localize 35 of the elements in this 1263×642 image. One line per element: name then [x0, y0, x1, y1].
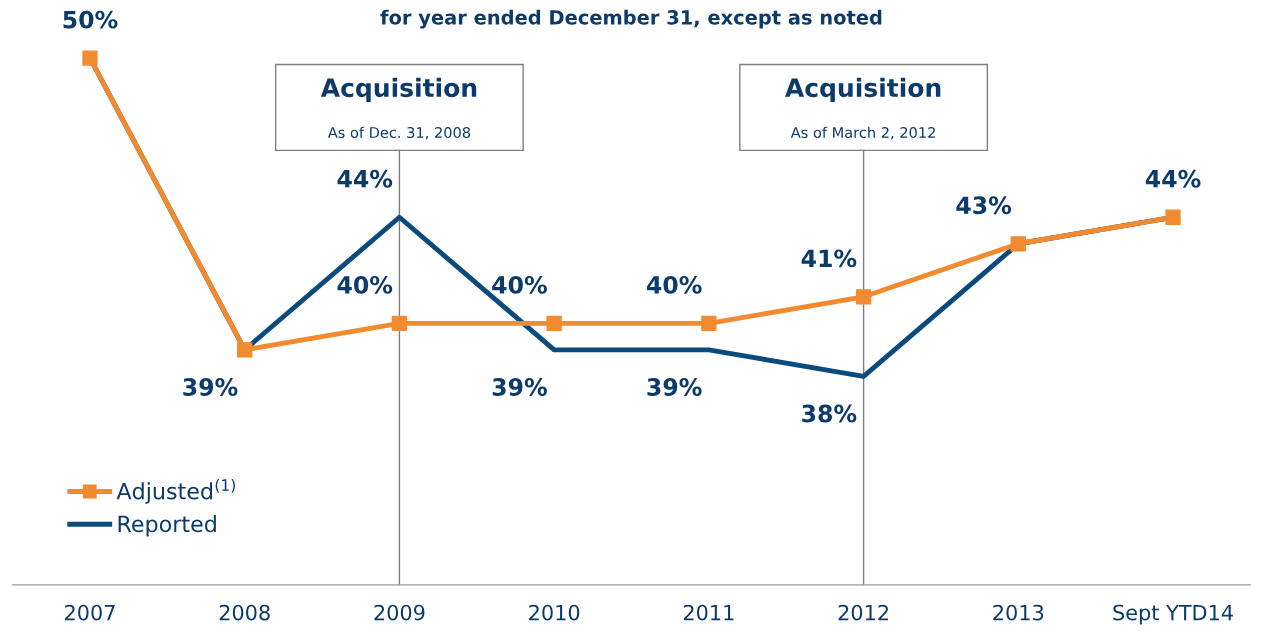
legend-label: Adjusted$^{(1)}$ [116, 478, 235, 504]
data-label: 39% [183, 378, 238, 396]
data-label: 41% [801, 249, 857, 268]
point [701, 315, 717, 331]
data-label: 50% [63, 10, 118, 29]
point [855, 289, 872, 305]
x-tick-label: 2007 [65, 604, 115, 621]
data-label: 39% [647, 378, 702, 396]
ref-line-label: Acquisition [785, 77, 941, 103]
data-label: 39% [492, 378, 547, 396]
x-tick-label: 2011 [683, 604, 734, 621]
chart-title: for year ended December 31, except as noted [380, 9, 882, 29]
data-label: 44% [337, 169, 393, 188]
point [391, 315, 408, 331]
data-label: 40% [646, 275, 702, 294]
data-label: 43% [956, 196, 1012, 215]
point [82, 50, 98, 66]
annotation: As of March 2, 2012 [790, 126, 935, 140]
point [237, 342, 253, 358]
ref-line-label: Acquisition [320, 77, 477, 103]
data-label: 40% [492, 275, 547, 294]
x-tick-label: 2013 [993, 604, 1044, 621]
point [1010, 236, 1026, 252]
x-tick-label: 2010 [529, 604, 580, 621]
data-label: 44% [1145, 169, 1201, 188]
x-tick-label: 2009 [374, 604, 425, 621]
point [1165, 209, 1181, 225]
x-tick-label: 2008 [219, 604, 270, 621]
data-label: 40% [337, 275, 393, 294]
annotation: As of Dec. 31, 2008 [327, 126, 471, 140]
legend-label: Reported [118, 515, 216, 537]
point [546, 315, 562, 331]
data-label: 38% [802, 404, 857, 423]
x-tick-label: Sept YTD14 [1113, 604, 1233, 625]
x-tick-label: 2012 [838, 604, 888, 621]
